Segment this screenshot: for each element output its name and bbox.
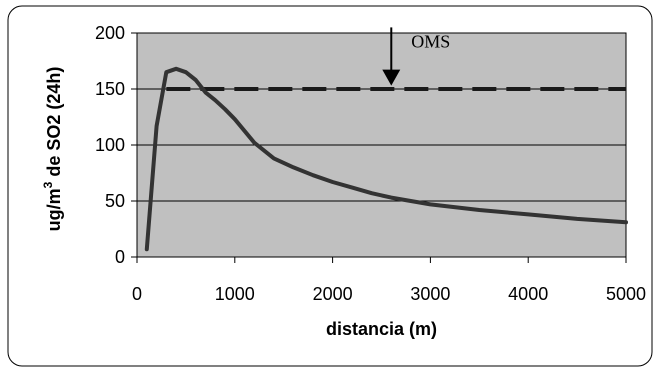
x-tick-label-4000: 4000 [508,284,548,304]
annotation-label: OMS [411,32,450,52]
x-tick-label-3000: 3000 [410,284,450,304]
series-group [144,66,628,252]
annotation-arrow-head [382,69,401,86]
x-tick-label-0: 0 [132,284,142,304]
y-tick-label-200: 200 [95,23,125,43]
y-axis-title: ug/m3 de SO2 (24h) [41,67,64,232]
y-axis-title-superscript: 3 [41,181,55,188]
x-tick-label-2000: 2000 [313,284,353,304]
y-tick-label-150: 150 [95,79,125,99]
y-axis-title-rest: de SO2 (24h) [44,67,64,182]
x-tick-label-5000: 5000 [606,284,646,304]
y-tick-label-50: 50 [105,191,125,211]
series-line-0 [144,66,628,252]
y-tick-label-100: 100 [95,135,125,155]
y-axis-title-main: ug/m [44,188,64,231]
annotation-group: OMS [382,27,450,86]
x-tick-label-1000: 1000 [215,284,255,304]
y-tick-label-0: 0 [115,247,125,267]
x-axis-title: distancia (m) [326,319,437,339]
